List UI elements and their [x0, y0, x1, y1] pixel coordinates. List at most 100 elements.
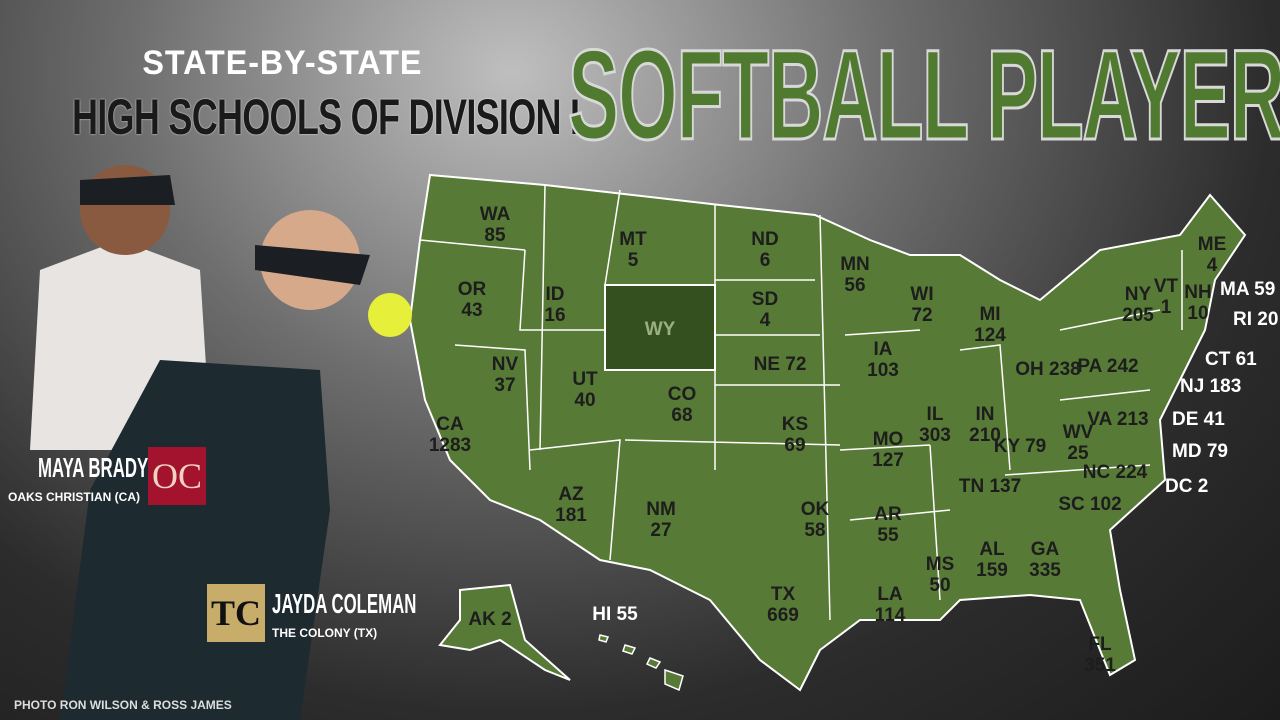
state-label-mn: 56	[844, 275, 865, 296]
state-label-az: AZ	[558, 484, 584, 505]
state-label-nj: NJ 183	[1180, 376, 1241, 397]
state-label-sd: 4	[760, 310, 771, 331]
state-label-ri: RI 20	[1233, 309, 1278, 330]
player-name-jayda-coleman: JAYDA COLEMAN	[272, 588, 417, 619]
subtitle-line1: STATE-BY-STATE	[142, 44, 423, 82]
state-label-ar: AR	[874, 504, 902, 525]
state-label-wv: WV	[1063, 422, 1094, 443]
state-label-ky: KY 79	[994, 436, 1046, 457]
state-label-tn: TN 137	[959, 476, 1021, 497]
wyoming-highlight	[604, 284, 716, 371]
state-borders	[419, 184, 1183, 621]
state-label-va: VA 213	[1087, 409, 1148, 430]
state-label-co: 68	[671, 405, 692, 426]
state-label-ma: MA 59	[1220, 279, 1275, 300]
state-label-nd: ND	[751, 229, 778, 250]
state-label-ga: GA	[1031, 539, 1060, 560]
player-school-the-colony: THE COLONY (TX)	[272, 626, 378, 640]
state-label-me: ME	[1198, 234, 1227, 255]
state-label-ok: 58	[804, 520, 825, 541]
state-label-nh: NH	[1184, 282, 1211, 303]
state-label-ks: 69	[784, 435, 805, 456]
state-label-ms: 50	[929, 575, 950, 596]
player-school-oaks-christian: OAKS CHRISTIAN (CA)	[8, 490, 140, 504]
subtitle-line2: HIGH SCHOOLS OF DIVISION I	[72, 89, 580, 145]
state-label-de: DE 41	[1172, 409, 1225, 430]
state-label-tx: 669	[767, 605, 799, 626]
state-label-ks: KS	[782, 414, 808, 435]
state-label-ca: 1283	[429, 435, 471, 456]
state-label-or: OR	[458, 279, 487, 300]
state-label-fl: 351	[1084, 655, 1116, 676]
alaska-shape	[438, 583, 571, 681]
state-label-wa: 85	[484, 225, 506, 246]
state-label-il: IL	[927, 404, 944, 425]
state-label-ia: 103	[867, 360, 899, 381]
state-label-la: 114	[875, 605, 906, 626]
state-label-mt: 5	[628, 250, 639, 271]
state-label-nm: NM	[646, 499, 676, 520]
state-label-tx: TX	[771, 584, 796, 605]
state-label-ar: 55	[877, 525, 899, 546]
state-label-id: ID	[546, 284, 565, 305]
state-label-nd: 6	[760, 250, 771, 271]
state-label-nc: NC 224	[1083, 462, 1148, 483]
photo-credit: PHOTO RON WILSON & ROSS JAMES	[14, 698, 232, 712]
state-label-ca: CA	[436, 414, 464, 435]
state-label-ny: NY	[1125, 284, 1152, 305]
state-label-ok: OK	[801, 499, 830, 520]
state-label-wv: 25	[1067, 443, 1089, 464]
state-label-la: LA	[877, 584, 903, 605]
state-label-ut: UT	[572, 369, 598, 390]
state-label-mo: 127	[872, 450, 904, 471]
state-label-in: IN	[976, 404, 995, 425]
the-colony-logo: TC	[207, 584, 265, 642]
state-label-al: AL	[979, 539, 1005, 560]
state-label-sc: SC 102	[1058, 494, 1121, 515]
contiguous-us-shape	[408, 173, 1247, 692]
state-label-or: 43	[461, 300, 482, 321]
state-label-az: 181	[555, 505, 587, 526]
state-label-ms: MS	[926, 554, 955, 575]
state-label-hi: HI 55	[592, 604, 638, 625]
state-label-il: 303	[919, 425, 951, 446]
oaks-christian-logo: OC	[148, 447, 206, 505]
state-label-wa: WA	[480, 204, 511, 225]
state-labels: WA85OR43CA1283NV37ID16MT5WYUT40AZ181CO68…	[429, 204, 1279, 676]
state-label-sd: SD	[752, 289, 778, 310]
state-label-oh: OH 238	[1015, 359, 1080, 380]
state-label-ak: AK 2	[468, 609, 511, 630]
state-label-ct: CT 61	[1205, 349, 1257, 370]
state-label-ne: NE 72	[754, 354, 807, 375]
state-label-in: 210	[969, 425, 1001, 446]
state-label-fl: FL	[1088, 634, 1112, 655]
state-label-wy: WY	[645, 319, 676, 340]
state-label-wi: 72	[911, 305, 932, 326]
state-label-mo: MO	[873, 429, 904, 450]
state-label-wi: WI	[910, 284, 933, 305]
state-label-mt: MT	[619, 229, 647, 250]
state-label-ut: 40	[574, 390, 595, 411]
state-label-nm: 27	[650, 520, 671, 541]
state-label-md: MD 79	[1172, 441, 1228, 462]
state-label-nv: 37	[494, 375, 515, 396]
player-name-maya-brady: MAYA BRADY	[38, 452, 149, 483]
state-label-al: 159	[976, 560, 1008, 581]
state-label-ny: 205	[1122, 305, 1154, 326]
state-label-dc: DC 2	[1165, 476, 1208, 497]
state-label-mi: MI	[979, 304, 1000, 325]
hawaii-shape	[598, 634, 684, 692]
state-label-vt: VT	[1154, 276, 1179, 297]
state-label-pa: PA 242	[1077, 356, 1138, 377]
state-label-nh: 10	[1187, 303, 1208, 324]
state-label-mn: MN	[840, 254, 870, 275]
state-label-mi: 124	[974, 325, 1006, 346]
state-label-vt: 1	[1161, 297, 1172, 318]
state-label-id: 16	[544, 305, 565, 326]
state-label-nv: NV	[492, 354, 519, 375]
state-label-ia: IA	[874, 339, 893, 360]
state-label-me: 4	[1207, 255, 1218, 276]
main-title: SOFTBALL PLAYERS	[567, 23, 1280, 169]
state-label-co: CO	[668, 384, 697, 405]
